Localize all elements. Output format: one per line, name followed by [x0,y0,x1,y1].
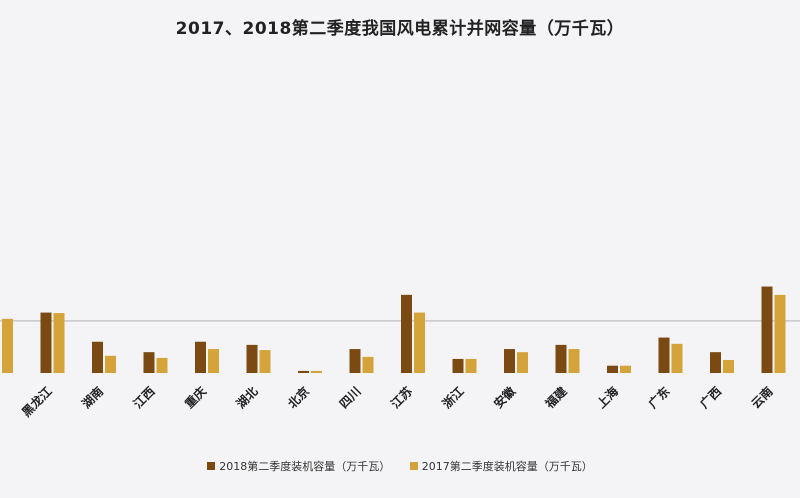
x-tick-label: 福建 [541,383,570,412]
bar-2017-11 [568,349,580,373]
bar-2018-11 [555,344,567,373]
x-tick-label: 江西 [130,384,158,412]
bar-2017-4 [208,349,219,373]
bar-2017-2 [105,355,116,373]
bar-2017-12 [620,365,631,373]
bar-2017-1 [53,313,65,373]
legend-label-2018: 2018第二季度装机容量（万千瓦） [219,460,391,473]
legend-item-2018: 2018第二季度装机容量（万千瓦） [207,458,390,474]
x-tick-label: 云南 [748,384,776,412]
bar-2017-7 [362,356,374,373]
x-tick-label: 湖北 [233,384,261,412]
bar-2018-8 [401,294,412,373]
bar-2018-6 [298,370,309,373]
bar-2018-2 [92,341,103,373]
x-tick-label: 黑龙江 [19,384,55,420]
bar-2017-10 [517,352,528,373]
bar-2017-8 [414,312,425,373]
x-tick-label: 江苏 [388,384,416,412]
bar-2018-1 [40,312,52,373]
bar-2018-9 [452,358,464,373]
x-tick-label: 安徽 [491,383,519,411]
x-tick-label: 重庆 [182,384,210,412]
legend-item-2017: 2017第二季度装机容量（万千瓦） [409,458,593,474]
bar-2017-14 [723,359,734,373]
bar-2017-13 [671,343,683,373]
bar-2018-13 [658,337,670,373]
x-tick-label: 四川 [337,384,364,411]
x-tick-label: 广东 [645,384,673,412]
bar-2017-9 [465,358,477,373]
bar-2017-6 [311,370,322,373]
bar-2017-15 [774,294,786,373]
x-tick-label: 广西 [697,384,725,412]
bar-2018-3 [143,352,155,373]
bar-2017-5 [259,350,271,373]
x-tick-label: 北京 [285,384,313,412]
x-tick-label: 浙江 [439,384,467,412]
bar-2018-4 [195,341,206,373]
bar-2018-10 [504,349,515,373]
x-tick-label: 上海 [594,384,622,412]
bar-2018-14 [710,352,721,373]
legend: 2018第二季度装机容量（万千瓦） 2017第二季度装机容量（万千瓦） [0,458,800,474]
bar-2018-7 [349,349,361,373]
x-tick-label: 湖南 [79,384,107,412]
bar-2018-15 [761,286,773,373]
bar-2017-0 [2,318,13,373]
bar-2017-3 [156,357,168,373]
legend-swatch-2018 [207,462,216,470]
legend-label-2017: 2017第二季度装机容量（万千瓦） [421,460,593,473]
chart-title: 2017、2018第二季度我国风电累计并网容量（万千瓦） [175,19,625,39]
bar-2018-12 [607,365,618,373]
bar-2018-5 [246,344,258,373]
legend-swatch-2017 [409,462,418,470]
